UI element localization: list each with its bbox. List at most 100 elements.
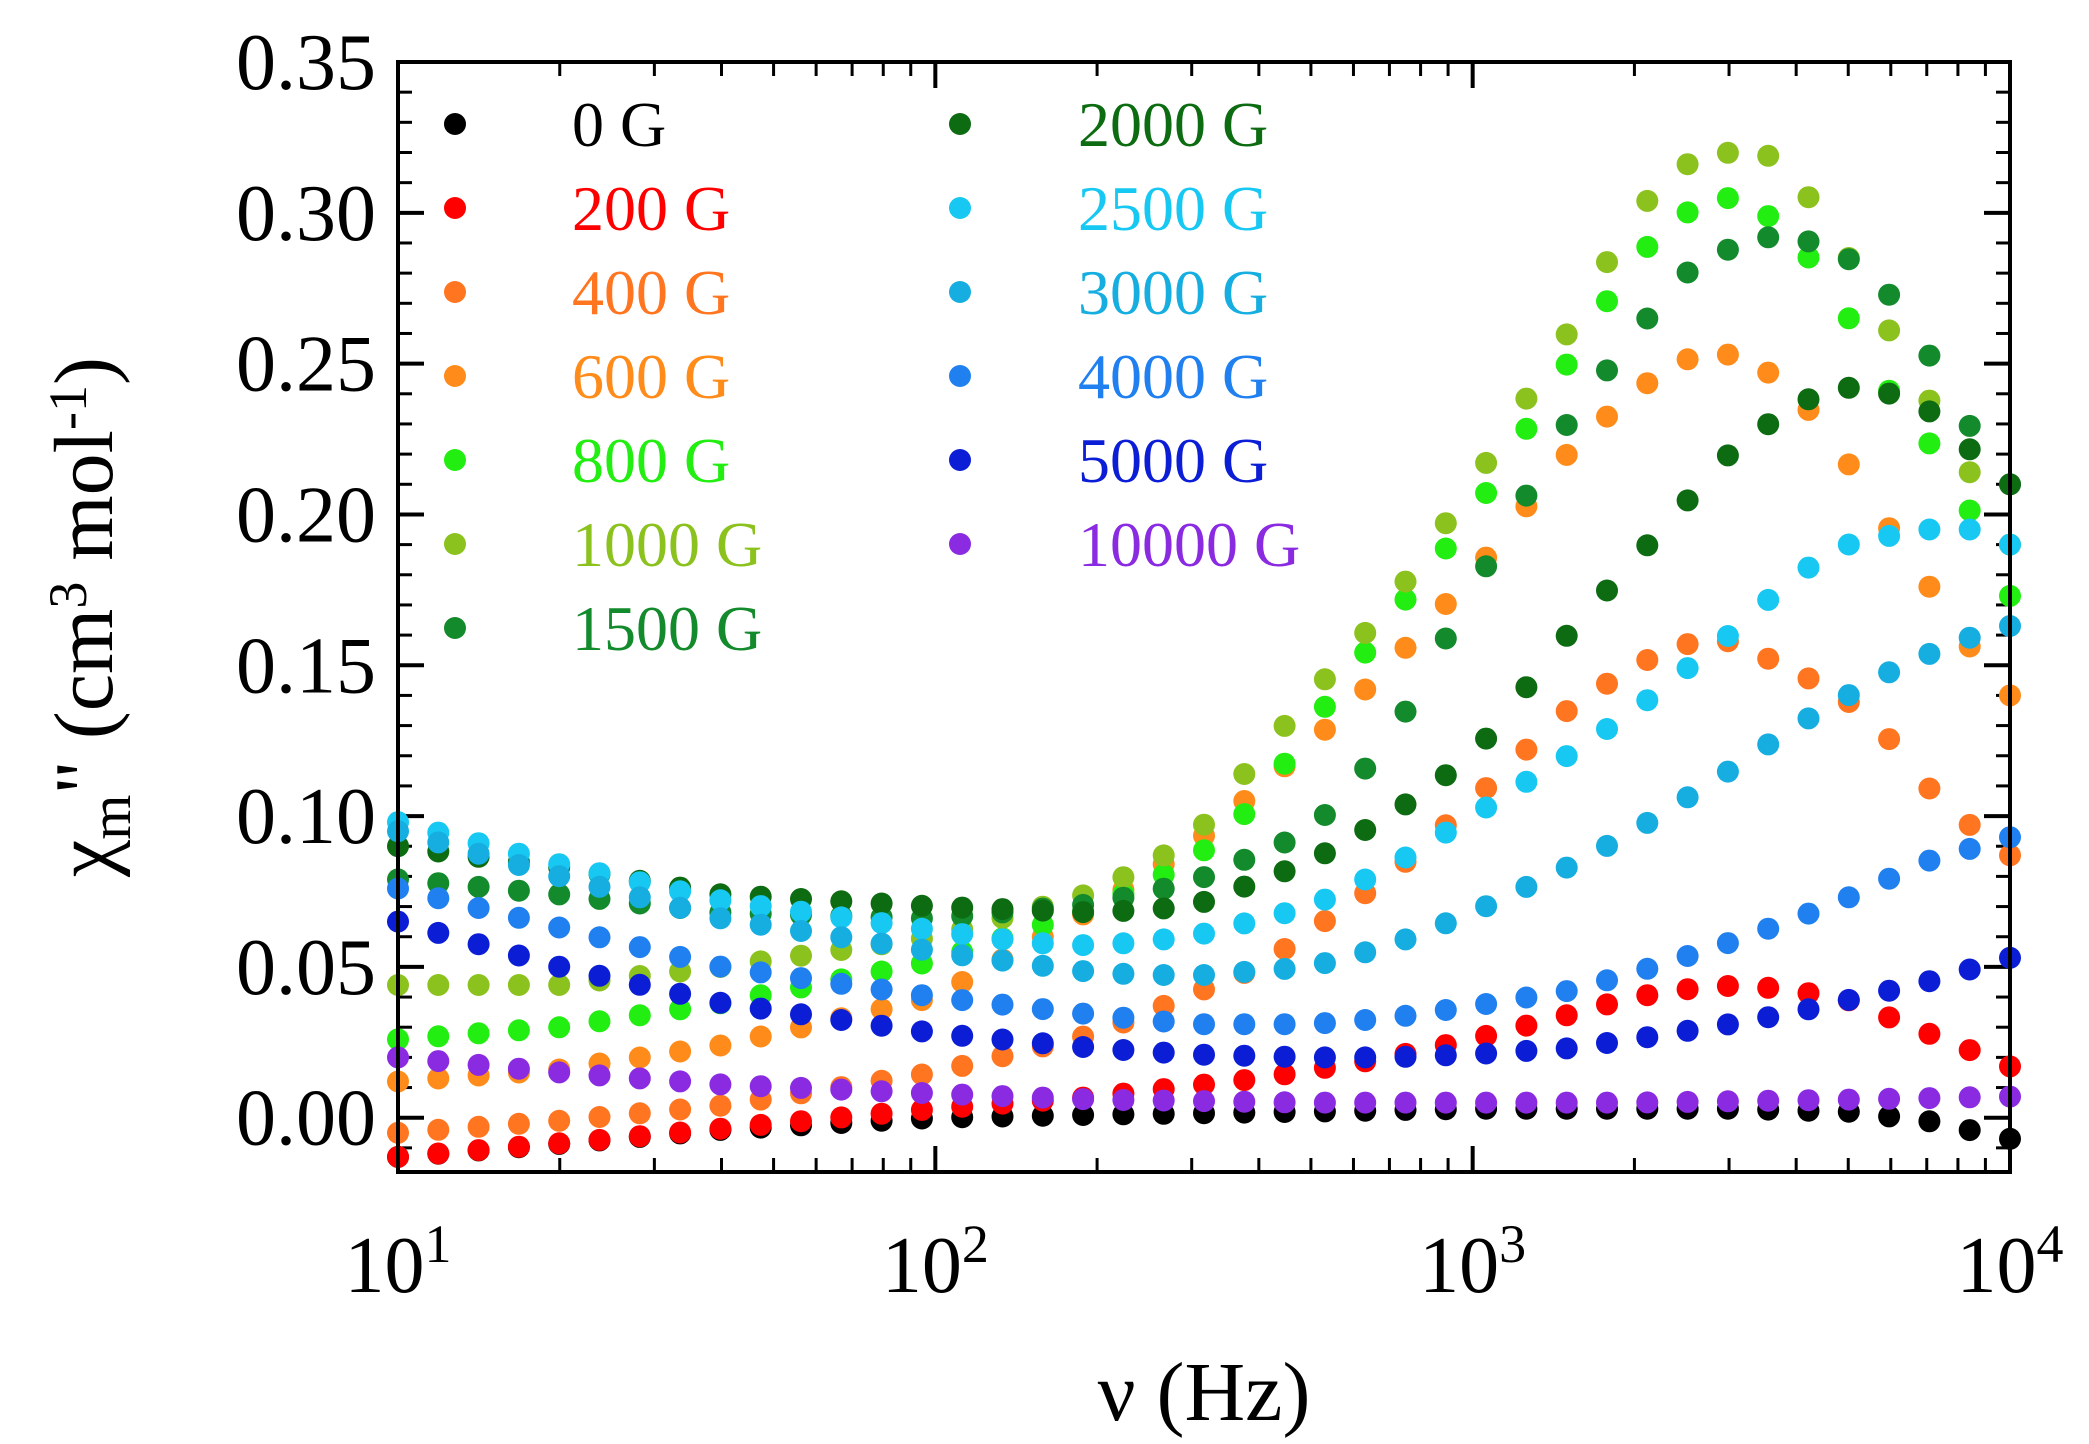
series-10000-g bbox=[387, 1046, 2021, 1114]
data-point bbox=[1354, 819, 1377, 841]
data-point bbox=[1515, 387, 1538, 410]
data-point bbox=[1273, 752, 1296, 775]
data-point bbox=[1636, 534, 1659, 557]
x-tick-label-base: 10 bbox=[882, 1222, 962, 1310]
data-point bbox=[1555, 323, 1578, 346]
data-point bbox=[1878, 979, 1901, 1002]
data-point bbox=[1918, 518, 1941, 541]
data-point bbox=[1676, 1019, 1699, 1042]
data-point bbox=[1636, 811, 1659, 834]
data-point bbox=[1515, 770, 1538, 793]
data-point bbox=[910, 938, 933, 961]
data-point bbox=[1072, 960, 1095, 983]
data-point bbox=[1434, 627, 1457, 650]
data-point bbox=[1313, 804, 1336, 826]
data-point bbox=[1273, 902, 1296, 925]
data-point bbox=[1273, 957, 1296, 980]
data-point bbox=[830, 1106, 853, 1129]
data-point bbox=[1475, 482, 1498, 504]
data-point bbox=[870, 1102, 893, 1125]
data-point bbox=[1878, 283, 1901, 306]
data-point bbox=[1676, 978, 1699, 1001]
data-point bbox=[1555, 1091, 1578, 1114]
data-point bbox=[1958, 958, 1981, 981]
legend-marker bbox=[949, 533, 971, 555]
data-point bbox=[1878, 867, 1901, 890]
data-point bbox=[628, 886, 651, 909]
y-axis-title: χm" (cm3 mol-1) bbox=[38, 357, 143, 878]
data-point bbox=[709, 955, 732, 978]
data-point bbox=[1233, 763, 1256, 785]
data-point bbox=[1636, 372, 1659, 395]
data-point bbox=[669, 998, 692, 1021]
data-point bbox=[951, 896, 974, 919]
data-point bbox=[830, 890, 853, 913]
data-point bbox=[1555, 1004, 1578, 1027]
data-point bbox=[1152, 844, 1175, 867]
data-point bbox=[1233, 960, 1256, 983]
data-point bbox=[1233, 803, 1256, 826]
data-point bbox=[1958, 813, 1981, 836]
data-point bbox=[1233, 1044, 1256, 1067]
data-point bbox=[1636, 189, 1659, 212]
y-tick-label: 0.00 bbox=[236, 1075, 376, 1163]
data-point bbox=[749, 1075, 772, 1098]
data-point bbox=[830, 972, 853, 995]
data-point bbox=[1757, 917, 1780, 940]
data-point bbox=[991, 1028, 1014, 1051]
data-point bbox=[1716, 238, 1739, 261]
data-point bbox=[991, 993, 1014, 1016]
data-point bbox=[467, 842, 490, 865]
data-point bbox=[991, 928, 1014, 951]
data-point bbox=[1716, 444, 1739, 467]
data-point bbox=[1837, 988, 1860, 1011]
data-point bbox=[507, 906, 530, 929]
data-point bbox=[1313, 910, 1336, 933]
data-point bbox=[1636, 649, 1659, 671]
x-tick-label-exponent: 2 bbox=[962, 1214, 989, 1274]
legend-label: 800 G bbox=[572, 425, 730, 496]
data-point bbox=[669, 1121, 692, 1144]
data-point bbox=[1031, 954, 1054, 977]
data-point bbox=[1958, 518, 1981, 541]
data-point bbox=[1596, 672, 1618, 695]
data-point bbox=[1555, 700, 1578, 723]
data-point bbox=[709, 907, 732, 930]
data-point bbox=[1757, 144, 1780, 167]
data-point bbox=[1354, 678, 1377, 701]
legend-item: 10000 G bbox=[949, 509, 1300, 580]
data-point bbox=[1837, 453, 1860, 476]
legend-marker bbox=[949, 113, 971, 135]
data-point bbox=[709, 1034, 732, 1057]
data-point bbox=[1313, 1012, 1336, 1035]
x-tick-label-base: 10 bbox=[1957, 1222, 2037, 1310]
data-point bbox=[427, 974, 450, 996]
data-point bbox=[507, 974, 530, 996]
data-point bbox=[507, 1019, 530, 1042]
data-point bbox=[1958, 837, 1981, 860]
data-point bbox=[1596, 969, 1618, 992]
data-point bbox=[1555, 353, 1578, 376]
data-point bbox=[1394, 1091, 1417, 1114]
legend-item: 5000 G bbox=[949, 425, 1268, 496]
y-tick-label: 0.10 bbox=[236, 773, 376, 861]
data-point bbox=[1152, 1089, 1175, 1112]
data-point bbox=[790, 1076, 812, 1099]
data-point bbox=[1515, 875, 1538, 898]
data-point bbox=[1394, 1045, 1417, 1068]
y-axis-title-supm1: -1 bbox=[38, 385, 98, 430]
data-point bbox=[870, 960, 893, 983]
legend-item: 2500 G bbox=[949, 173, 1268, 244]
data-point bbox=[1475, 727, 1498, 750]
data-point bbox=[669, 896, 692, 919]
x-tick-label: 102 bbox=[882, 1214, 989, 1310]
data-point bbox=[1031, 998, 1054, 1021]
data-point bbox=[790, 900, 812, 923]
data-point bbox=[1152, 897, 1175, 920]
data-point bbox=[1797, 186, 1820, 209]
data-point bbox=[1273, 1091, 1296, 1114]
data-point bbox=[1596, 993, 1618, 1016]
data-point bbox=[1837, 1088, 1860, 1111]
data-point bbox=[1112, 899, 1135, 922]
data-point bbox=[669, 1098, 692, 1121]
